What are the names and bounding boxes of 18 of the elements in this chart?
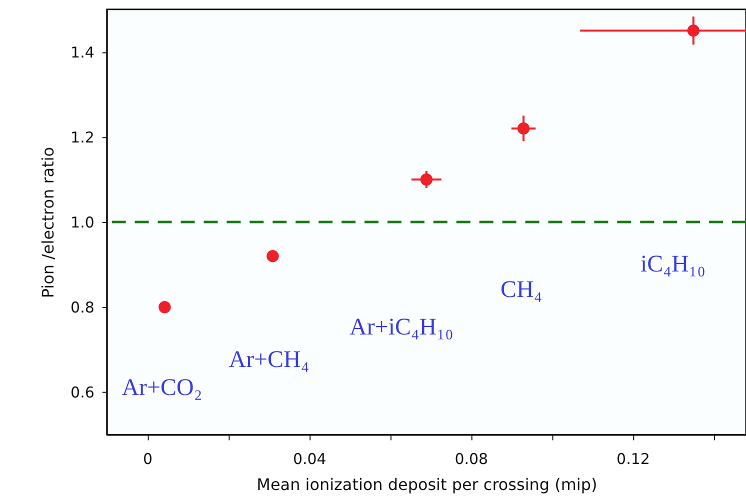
annotation: iC₄H₁₀ (640, 251, 706, 278)
point (158, 301, 171, 314)
annotation: Ar+CO₂ (122, 375, 202, 402)
x-tick-label: 0.12 (616, 450, 650, 468)
y-tick-label: 0.8 (70, 298, 94, 317)
y-tick-label: 1.4 (70, 43, 94, 62)
x-tick-label: 0.08 (454, 450, 488, 468)
y-tick-label: 1.2 (70, 128, 94, 146)
point (266, 250, 279, 262)
y-tick-label: 1.0 (70, 214, 94, 232)
annotation: CH₄ (500, 277, 542, 304)
x-tick-label: 0 (143, 450, 153, 468)
y-axis-title: Pion /electron ratio (38, 146, 58, 298)
x-axis-title: Mean ionization deposit per crossing (mip) (256, 475, 598, 494)
y-tick-label: 0.6 (70, 384, 94, 402)
annotation: Ar+iC₄H₁₀ (350, 314, 454, 340)
annotation: Ar+CH₄ (228, 346, 310, 373)
x-tick-label: 0.04 (292, 450, 326, 468)
